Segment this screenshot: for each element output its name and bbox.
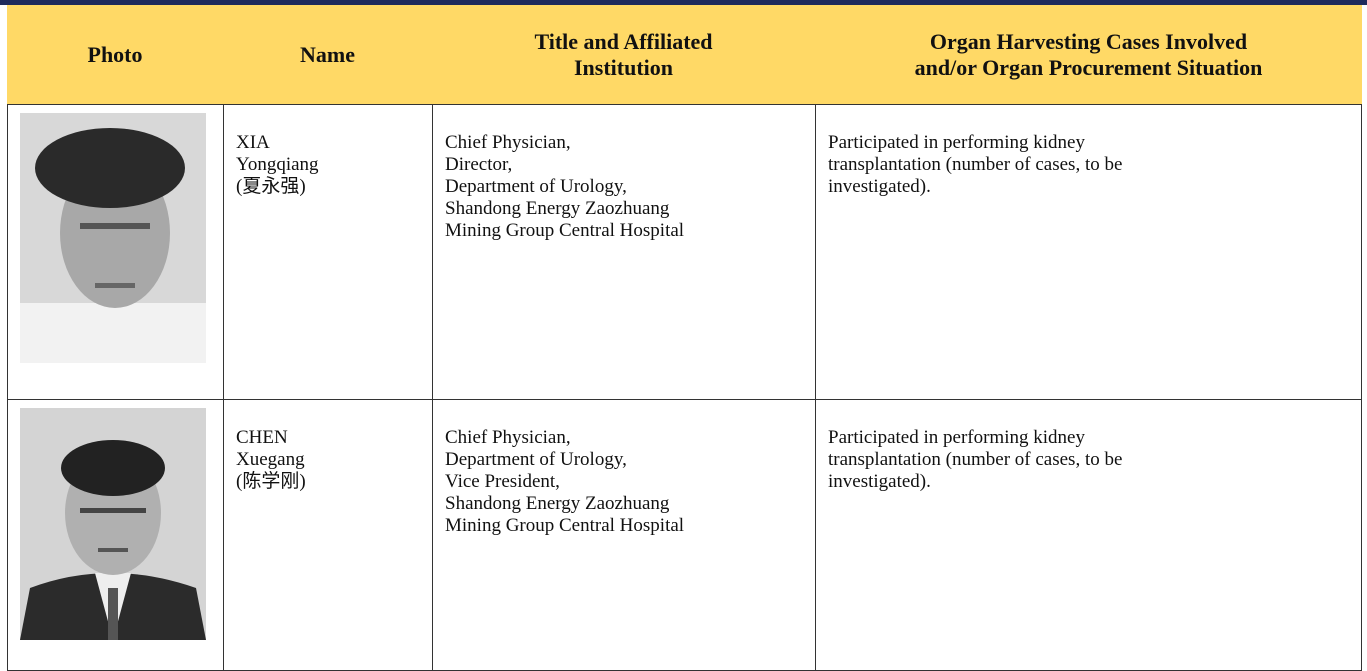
header-row: Photo Name Title and Affiliated Institution… <box>7 5 1362 105</box>
header-text: Organ Harvesting Cases Involved <box>929 28 1248 54</box>
photo <box>20 408 206 640</box>
title-text: Shandong Energy Zaozhuang <box>445 493 670 514</box>
header-cell: Photo <box>7 42 223 68</box>
table-row: CHEN Xuegang (陈学刚) Chief Physician, Departme… <box>7 400 1362 671</box>
header-cell: Title and Affiliated Institution <box>432 29 815 81</box>
title-text: Department of Urology, <box>445 176 627 197</box>
cases-cell: Participated in performing kidney transpl… <box>815 400 1362 670</box>
header-text: Institution <box>573 54 674 80</box>
photo-cell <box>7 400 223 670</box>
header-text: Name <box>300 41 355 67</box>
name-cell: XIA Yongqiang (夏永强) <box>223 105 432 399</box>
table-row: XIA Yongqiang (夏永强) Chief Physician, Directo… <box>7 105 1362 400</box>
cases-text: transplantation (number of cases, to be <box>828 449 1123 470</box>
top-border <box>0 0 1367 5</box>
title-text: Chief Physician, <box>445 427 571 448</box>
title-text: Mining Group Central Hospital <box>445 220 685 241</box>
header-text: and/or Organ Procurement Situation <box>914 54 1263 80</box>
name-text: XIA <box>236 132 270 153</box>
header-cell: Name <box>223 42 432 68</box>
table: Photo Name Title and Affiliated Institution… <box>7 5 1362 671</box>
name-text: Xuegang <box>236 449 305 470</box>
title-cell: Chief Physician, Director, Department of U… <box>432 105 815 399</box>
name-text: (陈学刚) <box>236 471 306 492</box>
header-text: Title and Affiliated <box>534 28 713 54</box>
title-text: Shandong Energy Zaozhuang <box>445 198 670 219</box>
cases-text: Participated in performing kidney <box>828 427 1085 448</box>
name-cell: CHEN Xuegang (陈学刚) <box>223 400 432 670</box>
name-text: Yongqiang <box>236 154 319 175</box>
title-cell: Chief Physician, Department of Urology, Vi… <box>432 400 815 670</box>
cases-text: investigated). <box>828 471 931 492</box>
name-text: CHEN <box>236 427 288 448</box>
name-text: (夏永强) <box>236 176 306 197</box>
photo-cell <box>7 105 223 399</box>
title-text: Mining Group Central Hospital <box>445 515 685 536</box>
title-text: Vice President, <box>445 471 560 492</box>
header-text: Photo <box>87 41 143 67</box>
cases-text: transplantation (number of cases, to be <box>828 154 1123 175</box>
cases-text: Participated in performing kidney <box>828 132 1085 153</box>
title-text: Director, <box>445 154 513 175</box>
cases-text: investigated). <box>828 176 931 197</box>
title-text: Chief Physician, <box>445 132 571 153</box>
header-cell: Organ Harvesting Cases Involved and/or Or… <box>815 29 1362 81</box>
title-text: Department of Urology, <box>445 449 627 470</box>
cases-cell: Participated in performing kidney transpl… <box>815 105 1362 399</box>
photo <box>20 113 206 363</box>
